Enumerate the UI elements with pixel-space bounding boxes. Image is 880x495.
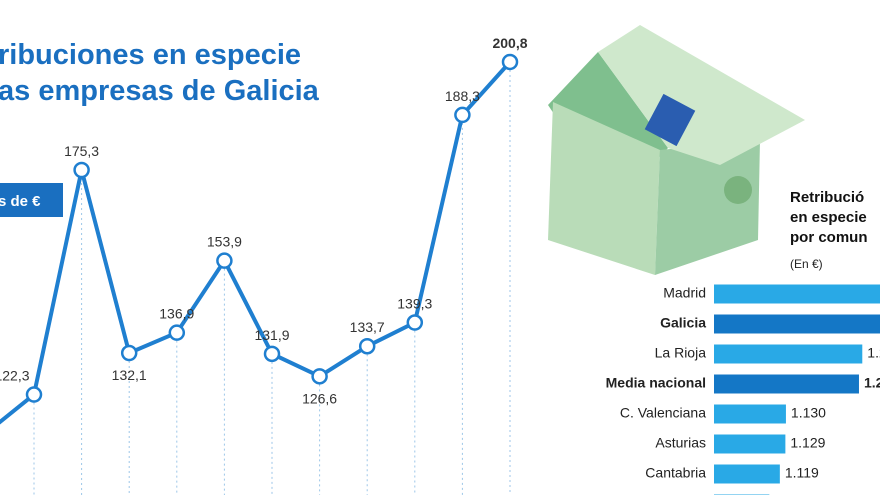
- point: [120, 344, 138, 362]
- data-label: 188,3: [445, 88, 480, 104]
- value-label: 1.129: [790, 435, 825, 451]
- point: [73, 161, 90, 179]
- bar: [714, 434, 786, 454]
- data-label: 126,6: [302, 390, 337, 406]
- value-label: 1.26: [864, 375, 880, 391]
- data-label: 153,9: [207, 234, 242, 250]
- category-label: La Rioja: [655, 345, 707, 361]
- point: [358, 337, 376, 355]
- category-label: C. Valenciana: [620, 405, 706, 421]
- point: [406, 314, 424, 331]
- bar: [714, 314, 880, 334]
- bar-subtitle: (En €): [790, 257, 823, 271]
- data-label: 133,7: [350, 319, 385, 335]
- bar: [714, 284, 880, 304]
- bar-title: en especie: [790, 209, 867, 226]
- data-label: 139,3: [397, 296, 432, 312]
- data-label: 136,9: [159, 306, 194, 322]
- line: [0, 60, 512, 425]
- category-label: Asturias: [655, 435, 706, 451]
- bar: [714, 404, 786, 424]
- value-label: 1.119: [785, 465, 819, 481]
- point: [311, 368, 328, 385]
- point: [25, 386, 43, 403]
- bar: [714, 464, 780, 484]
- bar: [714, 344, 863, 364]
- title-line: ribuciones en especie: [0, 39, 301, 71]
- point: [501, 53, 519, 71]
- house: [548, 25, 805, 275]
- point: [168, 324, 186, 341]
- data-label: 131,9: [254, 327, 289, 343]
- bar-title: por comun: [790, 229, 868, 246]
- data-label: 132,1: [112, 367, 147, 383]
- data-label: 200,8: [492, 35, 527, 51]
- bar: [714, 374, 859, 394]
- category-label: Madrid: [663, 285, 706, 301]
- value-label: 1.130: [791, 405, 826, 421]
- title-line: as empresas de Galicia: [0, 75, 320, 107]
- bar-title: Retribució: [790, 189, 864, 206]
- category-label: Galicia: [660, 315, 706, 331]
- point: [263, 345, 281, 363]
- value-label: 1.26: [867, 345, 880, 361]
- data-label: 175,3: [64, 143, 99, 159]
- badge: [0, 183, 63, 217]
- category-label: Cantabria: [645, 465, 706, 481]
- badge-text: s de €: [0, 193, 41, 210]
- category-label: Media nacional: [606, 375, 706, 391]
- point: [216, 252, 233, 269]
- point: [454, 106, 471, 124]
- data-label: 122,3: [0, 368, 30, 384]
